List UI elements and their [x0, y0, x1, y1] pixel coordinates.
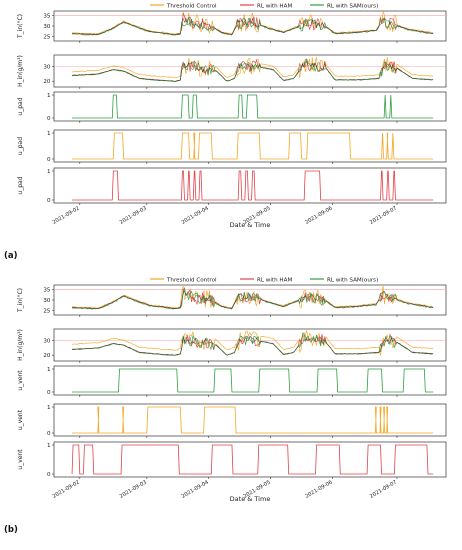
- subplot-5: u_pad 0 1 2021-09-02 2021-09-03 2021-09-04 202…: [17, 167, 447, 229]
- y-tick-label: 1: [47, 405, 51, 411]
- axes-frame: [53, 54, 447, 88]
- y-tick-label: 0: [47, 431, 51, 437]
- subplot-3: u_pad 0 1: [17, 91, 447, 123]
- legend-entry: RL with HAM: [257, 4, 292, 10]
- y-axis-label: H_in(g/m³): [17, 55, 24, 87]
- control-signal: [72, 368, 434, 393]
- x-tick-label: 2021-09-04: [181, 205, 211, 226]
- x-tick-label: 2021-09-06: [304, 480, 333, 500]
- axes-frame: [53, 91, 447, 122]
- x-tick-label: 2021-09-07: [369, 206, 398, 226]
- legend-entry: Threshold Control: [166, 4, 217, 10]
- series-rl-sam: [71, 59, 434, 83]
- x-axis-label: Date & Time: [230, 221, 271, 229]
- y-tick-label: 1: [47, 93, 51, 99]
- control-signal: [72, 94, 434, 119]
- panel-caption: (b): [4, 525, 18, 535]
- series-reference: [71, 290, 434, 310]
- axes-frame: [53, 129, 447, 163]
- subplot-1: T_in(°C) 25 30 35: [17, 284, 447, 317]
- y-tick-label: 1: [47, 443, 51, 449]
- series-reference: [71, 61, 434, 82]
- control-signal: [72, 170, 434, 201]
- legend-entry: Threshold Control: [166, 278, 217, 284]
- y-tick-label: 1: [47, 131, 51, 137]
- panel-caption: (a): [4, 251, 18, 261]
- control-signal: [72, 132, 434, 160]
- series-reference: [71, 17, 434, 36]
- x-tick-label: 2021-09-06: [304, 206, 333, 226]
- y-tick-label: 35: [43, 13, 51, 19]
- series-reference: [72, 335, 434, 356]
- axes-frame: [53, 403, 447, 437]
- series-rl-sam: [71, 288, 434, 310]
- axes-frame: [53, 167, 447, 204]
- y-axis-label: T_in(°C): [17, 288, 24, 313]
- subplot-3: u_vent 0 1: [17, 365, 447, 397]
- y-axis-label: u_vent: [17, 370, 24, 391]
- y-tick-label: 0: [47, 198, 51, 204]
- series-threshold-control: [72, 56, 434, 78]
- series-threshold-control: [71, 10, 434, 35]
- legend-entry: RL with SAM(ours): [327, 278, 378, 284]
- chart-panel-b: Threshold Control RL with HAM RL with SAM(…: [4, 278, 447, 535]
- subplot-2: H_in(g/m³) 20 30: [17, 328, 447, 363]
- y-tick-label: 30: [43, 339, 51, 345]
- y-axis-label: u_vent: [17, 409, 24, 430]
- y-tick-label: 0: [47, 390, 51, 396]
- subplot-4: u_vent 0 1: [17, 403, 447, 438]
- y-tick-label: 20: [43, 79, 51, 85]
- series-threshold-control: [71, 330, 434, 356]
- axes-frame: [53, 365, 447, 396]
- y-tick-label: 25: [43, 309, 51, 315]
- y-tick-label: 0: [47, 157, 51, 163]
- x-tick-label: 2021-09-03: [119, 206, 148, 226]
- subplot-4: u_pad 0 1: [17, 129, 447, 164]
- y-tick-label: 0: [47, 472, 51, 478]
- axes-frame: [53, 441, 447, 478]
- x-tick-label: 2021-09-07: [369, 480, 398, 500]
- legend: Threshold Control RL with HAM RL with SAM(…: [150, 4, 378, 10]
- x-tick-label: 2021-09-03: [119, 480, 148, 500]
- y-tick-label: 25: [43, 35, 51, 41]
- y-tick-label: 35: [43, 287, 51, 293]
- y-axis-label: H_in(g/m³): [17, 329, 24, 361]
- subplot-1: T_in(°C) 25 30 35: [17, 10, 447, 43]
- series-threshold-control: [72, 285, 434, 309]
- series-rl-ham: [72, 287, 434, 310]
- chart-panel-a: Threshold Control RL with HAM RL with SAM(…: [4, 4, 447, 261]
- y-axis-label: u_pad: [17, 97, 24, 115]
- y-axis-label: u_pad: [17, 137, 24, 155]
- subplot-2: H_in(g/m³) 20 30: [17, 54, 447, 89]
- y-tick-label: 30: [43, 24, 51, 30]
- y-axis-label: u_vent: [17, 449, 24, 470]
- y-tick-label: 1: [47, 169, 51, 175]
- axes-frame: [53, 328, 447, 362]
- y-tick-label: 1: [47, 367, 51, 373]
- x-tick-label: 2021-09-04: [181, 479, 211, 500]
- legend-entry: RL with HAM: [257, 278, 292, 284]
- x-axis-label: Date & Time: [230, 495, 271, 503]
- y-tick-label: 30: [43, 298, 51, 304]
- control-signal: [72, 406, 434, 434]
- y-axis-label: u_pad: [17, 176, 24, 194]
- legend: Threshold Control RL with HAM RL with SAM(…: [150, 278, 378, 284]
- y-axis-label: T_in(°C): [17, 14, 24, 39]
- y-tick-label: 30: [43, 65, 51, 71]
- subplot-5: u_vent 0 1 2021-09-02 2021-09-03 2021-09-04 20…: [17, 441, 447, 503]
- y-tick-label: 20: [43, 353, 51, 359]
- control-signal: [71, 444, 434, 475]
- y-tick-label: 0: [47, 116, 51, 122]
- x-tick-label: 2021-09-02: [52, 206, 81, 226]
- x-tick-label: 2021-09-02: [52, 480, 81, 500]
- legend-entry: RL with SAM(ours): [327, 4, 378, 10]
